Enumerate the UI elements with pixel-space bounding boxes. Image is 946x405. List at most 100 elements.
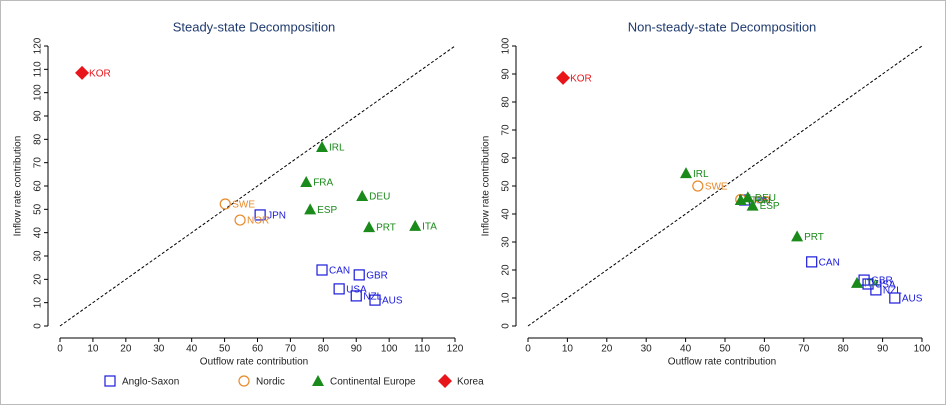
point — [350, 290, 362, 302]
y-tick-label: 100 — [501, 37, 512, 54]
legend-marker — [438, 374, 452, 388]
point-label: ESP — [760, 201, 780, 212]
point — [353, 269, 365, 281]
legend-label: Nordic — [256, 377, 285, 388]
point — [692, 180, 704, 192]
point — [858, 274, 870, 286]
point-label: SWE — [705, 182, 728, 193]
point-label: GBR — [366, 271, 388, 282]
point-label: CAN — [329, 266, 350, 277]
point-label: IRL — [693, 169, 709, 180]
point — [746, 199, 759, 211]
legend-marker — [238, 375, 250, 387]
point-label: PRT — [804, 232, 824, 243]
y-tick-label: 80 — [501, 96, 512, 108]
y-tick-label: 60 — [501, 152, 512, 164]
y-tick-label: 120 — [33, 37, 44, 54]
point — [75, 65, 90, 80]
y-tick-label: 80 — [33, 133, 44, 145]
point-label: PRT — [376, 223, 396, 234]
point-label: CAN — [819, 258, 840, 269]
point — [304, 203, 317, 215]
point-label: AUS — [902, 294, 923, 305]
point — [791, 230, 804, 242]
point-label: ITA — [422, 222, 437, 233]
y-tick-label: 30 — [33, 250, 44, 262]
point-label: NZL — [363, 292, 382, 303]
point-label: ESP — [317, 205, 337, 216]
legend-marker — [104, 375, 116, 387]
legend-label: Anglo-Saxon — [122, 377, 179, 388]
chart-title: Steady-state Decomposition — [173, 19, 336, 34]
y-axis-label: Inflow rate contribution — [13, 136, 24, 237]
y-tick-label: 70 — [501, 124, 512, 136]
point — [679, 167, 692, 179]
point — [870, 284, 882, 296]
x-tick-label: 30 — [641, 344, 653, 355]
x-tick-label: 0 — [525, 344, 531, 355]
x-tick-label: 40 — [680, 344, 692, 355]
point — [850, 276, 863, 288]
point — [734, 194, 747, 205]
point-label: JPN — [752, 196, 771, 207]
point — [369, 294, 381, 306]
x-tick-label: 70 — [798, 344, 810, 355]
x-tick-label: 70 — [285, 344, 297, 355]
y-tick-label: 20 — [501, 264, 512, 276]
x-tick-label: 90 — [351, 344, 363, 355]
x-tick-label: 60 — [759, 344, 771, 355]
y-tick-label: 0 — [501, 323, 512, 329]
y-tick-label: 40 — [33, 227, 44, 239]
y-tick-label: 50 — [33, 203, 44, 215]
point-label: NOR — [247, 216, 269, 227]
point — [219, 198, 231, 210]
x-tick-label: 40 — [186, 344, 198, 355]
point — [356, 190, 369, 202]
point — [862, 278, 874, 290]
point-label: KOR — [89, 68, 111, 79]
reference-line — [59, 45, 456, 327]
point-label: FRA — [313, 178, 333, 189]
x-tick-label: 50 — [219, 344, 231, 355]
y-tick-label: 110 — [33, 61, 44, 77]
point-label: GBR — [871, 276, 893, 287]
x-tick-label: 10 — [87, 344, 99, 355]
y-tick-label: 100 — [33, 84, 44, 101]
x-axis-label: Outflow rate contribution — [668, 357, 776, 368]
point-label: AUS — [382, 296, 403, 307]
point-label: DEU — [755, 193, 776, 204]
point — [254, 209, 266, 221]
x-tick-label: 60 — [252, 344, 264, 355]
point-label: SWE — [232, 200, 255, 211]
x-tick-label: 100 — [381, 344, 398, 355]
point-label: NOR — [748, 195, 770, 206]
y-tick-label: 30 — [501, 236, 512, 248]
legend-marker — [312, 375, 324, 386]
y-tick-label: 50 — [501, 180, 512, 192]
x-tick-label: 80 — [318, 344, 330, 355]
point-label: FRA — [748, 196, 768, 207]
x-tick-label: 100 — [914, 344, 931, 355]
y-axis-label: Inflow rate contribution — [481, 136, 492, 237]
y-tick-label: 0 — [33, 323, 44, 329]
point-label: DEU — [369, 192, 390, 203]
point — [333, 283, 345, 295]
point-label: IRL — [329, 143, 345, 154]
x-tick-label: 50 — [719, 344, 731, 355]
point — [316, 141, 329, 153]
x-tick-label: 80 — [838, 344, 850, 355]
chart-title: Non-steady-state Decomposition — [628, 19, 817, 34]
y-tick-label: 20 — [33, 273, 44, 285]
y-tick-label: 60 — [33, 180, 44, 192]
point-label: USA — [875, 280, 896, 291]
x-tick-label: 110 — [414, 344, 430, 355]
point — [889, 292, 901, 304]
y-tick-label: 70 — [33, 157, 44, 169]
y-tick-label: 40 — [501, 208, 512, 220]
x-tick-label: 90 — [877, 344, 889, 355]
point — [409, 219, 422, 231]
point-label: USA — [346, 285, 367, 296]
x-tick-label: 20 — [120, 344, 132, 355]
point — [234, 214, 246, 226]
point — [806, 256, 818, 268]
